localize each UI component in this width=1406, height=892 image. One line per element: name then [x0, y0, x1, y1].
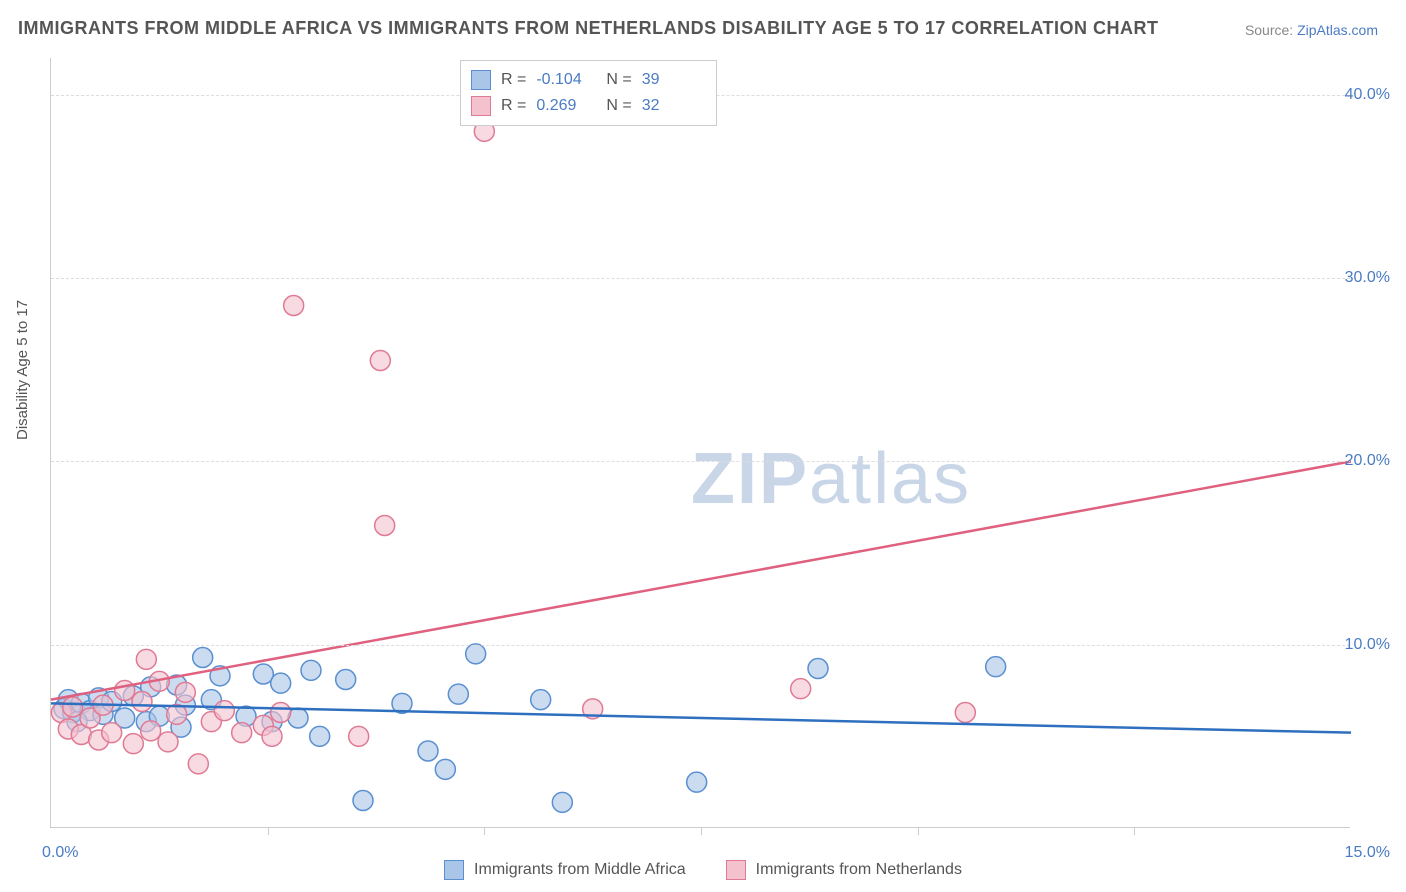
legend-label: Immigrants from Middle Africa: [474, 861, 686, 879]
r-label: R =: [501, 67, 526, 93]
data-point: [552, 792, 572, 812]
data-point: [63, 697, 83, 717]
data-point: [262, 726, 282, 746]
r-label: R =: [501, 93, 526, 119]
chart-container: IMMIGRANTS FROM MIDDLE AFRICA VS IMMIGRA…: [0, 0, 1406, 892]
data-point: [687, 772, 707, 792]
data-point: [193, 648, 213, 668]
x-tick: [1134, 827, 1135, 835]
n-value: 32: [642, 93, 702, 119]
data-point: [808, 659, 828, 679]
data-point: [271, 703, 291, 723]
y-tick-label: 20.0%: [1345, 452, 1390, 470]
swatch-icon: [444, 860, 464, 880]
data-point: [466, 644, 486, 664]
x-tick: [484, 827, 485, 835]
stat-box: R = -0.104 N = 39 R = 0.269 N = 32: [460, 60, 717, 126]
data-point: [175, 682, 195, 702]
r-value: -0.104: [536, 67, 596, 93]
source-attribution: Source: ZipAtlas.com: [1245, 22, 1378, 38]
data-point: [375, 516, 395, 536]
y-tick-label: 10.0%: [1345, 636, 1390, 654]
data-point: [115, 681, 135, 701]
source-label: Source:: [1245, 22, 1297, 38]
data-point: [353, 791, 373, 811]
data-point: [301, 660, 321, 680]
data-point: [986, 657, 1006, 677]
n-label: N =: [606, 93, 631, 119]
chart-title: IMMIGRANTS FROM MIDDLE AFRICA VS IMMIGRA…: [18, 18, 1159, 39]
data-point: [232, 723, 252, 743]
data-point: [336, 670, 356, 690]
data-point: [349, 726, 369, 746]
data-point: [531, 690, 551, 710]
swatch-icon: [471, 96, 491, 116]
legend-label: Immigrants from Netherlands: [756, 861, 962, 879]
legend-bottom: Immigrants from Middle Africa Immigrants …: [0, 860, 1406, 880]
x-tick-left: 0.0%: [42, 844, 78, 862]
data-point: [214, 701, 234, 721]
plot-area: ZIPatlas: [50, 58, 1350, 828]
gridline: [51, 278, 1350, 279]
swatch-icon: [726, 860, 746, 880]
data-point: [188, 754, 208, 774]
data-point: [370, 351, 390, 371]
data-point: [955, 703, 975, 723]
y-tick-label: 30.0%: [1345, 269, 1390, 287]
data-point: [158, 732, 178, 752]
legend-item: Immigrants from Netherlands: [726, 860, 962, 880]
y-axis-label: Disability Age 5 to 17: [14, 300, 31, 440]
x-tick-right: 15.0%: [1345, 844, 1390, 862]
data-point: [418, 741, 438, 761]
data-point: [141, 721, 161, 741]
data-point: [132, 692, 152, 712]
trend-line: [51, 461, 1351, 699]
gridline: [51, 645, 1350, 646]
legend-item: Immigrants from Middle Africa: [444, 860, 686, 880]
x-tick: [918, 827, 919, 835]
data-point: [448, 684, 468, 704]
x-tick: [701, 827, 702, 835]
stat-row: R = -0.104 N = 39: [471, 67, 702, 93]
data-point: [136, 649, 156, 669]
data-point: [791, 679, 811, 699]
data-point: [310, 726, 330, 746]
y-tick-label: 40.0%: [1345, 86, 1390, 104]
data-point: [271, 673, 291, 693]
stat-row: R = 0.269 N = 32: [471, 93, 702, 119]
n-value: 39: [642, 67, 702, 93]
data-point: [435, 759, 455, 779]
gridline: [51, 461, 1350, 462]
data-point: [284, 296, 304, 316]
data-point: [102, 723, 122, 743]
swatch-icon: [471, 70, 491, 90]
data-point: [123, 734, 143, 754]
x-tick: [268, 827, 269, 835]
source-link[interactable]: ZipAtlas.com: [1297, 22, 1378, 38]
plot-svg: [51, 58, 1350, 827]
r-value: 0.269: [536, 93, 596, 119]
n-label: N =: [606, 67, 631, 93]
